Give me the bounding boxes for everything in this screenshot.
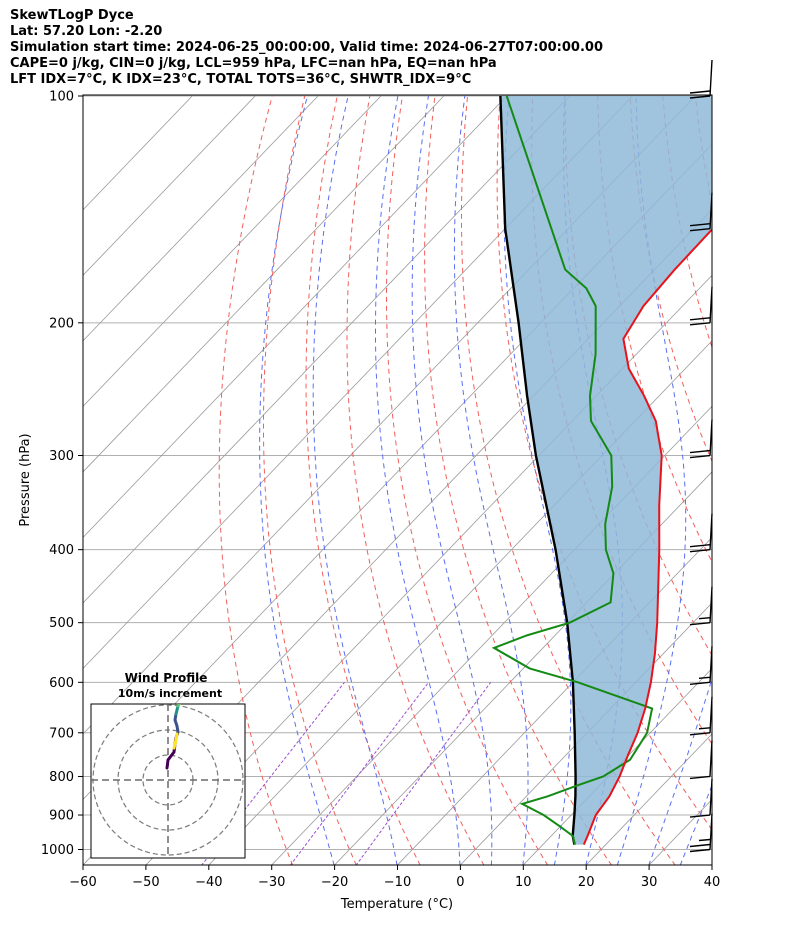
isotherm-line — [396, 536, 712, 865]
wind-barb-feather — [689, 843, 711, 848]
x-tick-label: −40 — [195, 875, 222, 890]
dry-adiabat — [761, 96, 794, 866]
lat-lon: Lat: 57.20 Lon: -2.20 — [10, 24, 163, 39]
y-tick-label: 900 — [49, 809, 74, 824]
wind-barb-half-feather — [698, 676, 711, 680]
y-tick-label: 1000 — [41, 843, 74, 858]
stability-indices: CAPE=0 j/kg, CIN=0 j/kg, LCL=959 hPa, LF… — [10, 56, 497, 71]
hodograph-inset: Wind Profile 10m/s increment — [90, 671, 246, 859]
x-tick-label: 0 — [456, 875, 464, 890]
dry-adiabat — [305, 95, 421, 865]
moist-adiabat — [679, 784, 712, 865]
skewt-profiles — [491, 95, 712, 845]
mixing-ratio-line — [355, 682, 492, 865]
x-axis-label: Temperature (°C) — [340, 897, 453, 912]
hodograph-trace-high — [172, 732, 179, 750]
x-tick-label: −60 — [69, 875, 96, 890]
wind-barb-feather — [689, 681, 711, 686]
isotherm-line — [334, 471, 712, 865]
chart-header: SkewTLogP Dyce Lat: 57.20 Lon: -2.20 Sim… — [10, 8, 780, 88]
isotherm-line — [83, 95, 445, 473]
isotherm-line — [711, 864, 712, 865]
moist-adiabat — [616, 95, 687, 865]
moist-adiabat — [411, 95, 493, 865]
x-tick-label: −20 — [321, 875, 348, 890]
simulation-times: Simulation start time: 2024-06-25_00:00:… — [10, 40, 603, 55]
x-tick-label: −10 — [384, 875, 411, 890]
isotherm-line — [145, 274, 712, 865]
isotherm-line — [83, 95, 319, 342]
wind-barb-feather — [689, 227, 711, 232]
wind-barb-feather — [689, 90, 711, 94]
temperature-line — [582, 227, 712, 845]
wind-barb-shaft — [709, 59, 713, 97]
dry-adiabat — [461, 95, 676, 865]
wind-barb-feather — [689, 814, 711, 818]
parcel-path-line — [499, 95, 577, 845]
y-tick-label: 500 — [49, 616, 74, 631]
x-tick-label: −50 — [132, 875, 159, 890]
dry-adiabat — [346, 95, 485, 865]
axes: −60 −50 −40 −30 −20 −10 0 10 20 30 40 100 200 300 400 5… — [41, 90, 720, 891]
wind-barb-feather — [689, 775, 711, 780]
lifted-indices: LFT IDX=7°C, K IDX=23°C, TOTAL TOTS=36°C… — [10, 72, 472, 87]
hodograph-title: Wind Profile — [125, 671, 208, 685]
wind-barb-feather — [689, 543, 711, 548]
x-tick-label: 20 — [578, 875, 595, 890]
moist-adiabat — [375, 95, 461, 865]
x-tick-label: −30 — [258, 875, 285, 890]
station-title: SkewTLogP Dyce — [10, 8, 134, 23]
y-tick-label: 200 — [49, 316, 74, 331]
y-axis-label: Pressure (hPa) — [18, 433, 33, 526]
wind-barb-feather — [689, 222, 711, 227]
wind-barb-feather — [689, 548, 711, 553]
isotherm-line — [585, 733, 712, 865]
moist-adiabat — [312, 95, 398, 865]
hodograph-trace-mid-low — [173, 712, 180, 734]
wind-barb-half-feather — [698, 838, 711, 842]
isotherm-line — [83, 95, 570, 604]
x-tick-label: 40 — [704, 875, 721, 890]
isotherm-line — [774, 96, 794, 865]
y-tick-label: 600 — [49, 676, 74, 691]
mixing-ratio-line — [289, 681, 429, 865]
wind-barb-feather — [689, 848, 711, 853]
isotherm-line — [83, 95, 256, 276]
wind-barb-half-feather — [698, 616, 711, 620]
isotherm-line — [83, 95, 508, 538]
cin-cape-shading — [500, 96, 712, 845]
wind-barb-feather — [689, 95, 711, 99]
wind-barb-feather — [689, 322, 711, 326]
hodograph-trace-mid-high — [176, 704, 181, 708]
isotherm-line — [522, 667, 712, 865]
dry-adiabat — [386, 95, 549, 865]
wind-barb-feather — [689, 732, 711, 736]
y-tick-label: 300 — [49, 449, 74, 464]
dewpoint-line — [491, 95, 654, 845]
x-tick-label: 10 — [515, 875, 532, 890]
wind-barb-feather — [689, 454, 711, 459]
x-tick-label: 30 — [641, 875, 658, 890]
y-tick-label: 400 — [49, 543, 74, 558]
y-tick-label: 800 — [49, 770, 74, 785]
wind-barb-feather — [689, 621, 711, 626]
wind-barb-feather — [689, 449, 711, 454]
dry-adiabat — [728, 96, 794, 866]
wind-barb-feather — [689, 317, 711, 321]
isotherm-line — [83, 95, 382, 407]
hodograph-subtitle: 10m/s increment — [118, 687, 222, 700]
moist-adiabat — [259, 95, 335, 865]
moist-adiabat — [503, 95, 572, 865]
y-tick-label: 100 — [49, 90, 74, 105]
dry-adiabat — [263, 95, 357, 865]
moist-adiabat — [648, 677, 712, 865]
wind-barb-half-feather — [698, 727, 711, 730]
y-tick-label: 700 — [49, 726, 74, 741]
dry-adiabat — [218, 95, 294, 865]
